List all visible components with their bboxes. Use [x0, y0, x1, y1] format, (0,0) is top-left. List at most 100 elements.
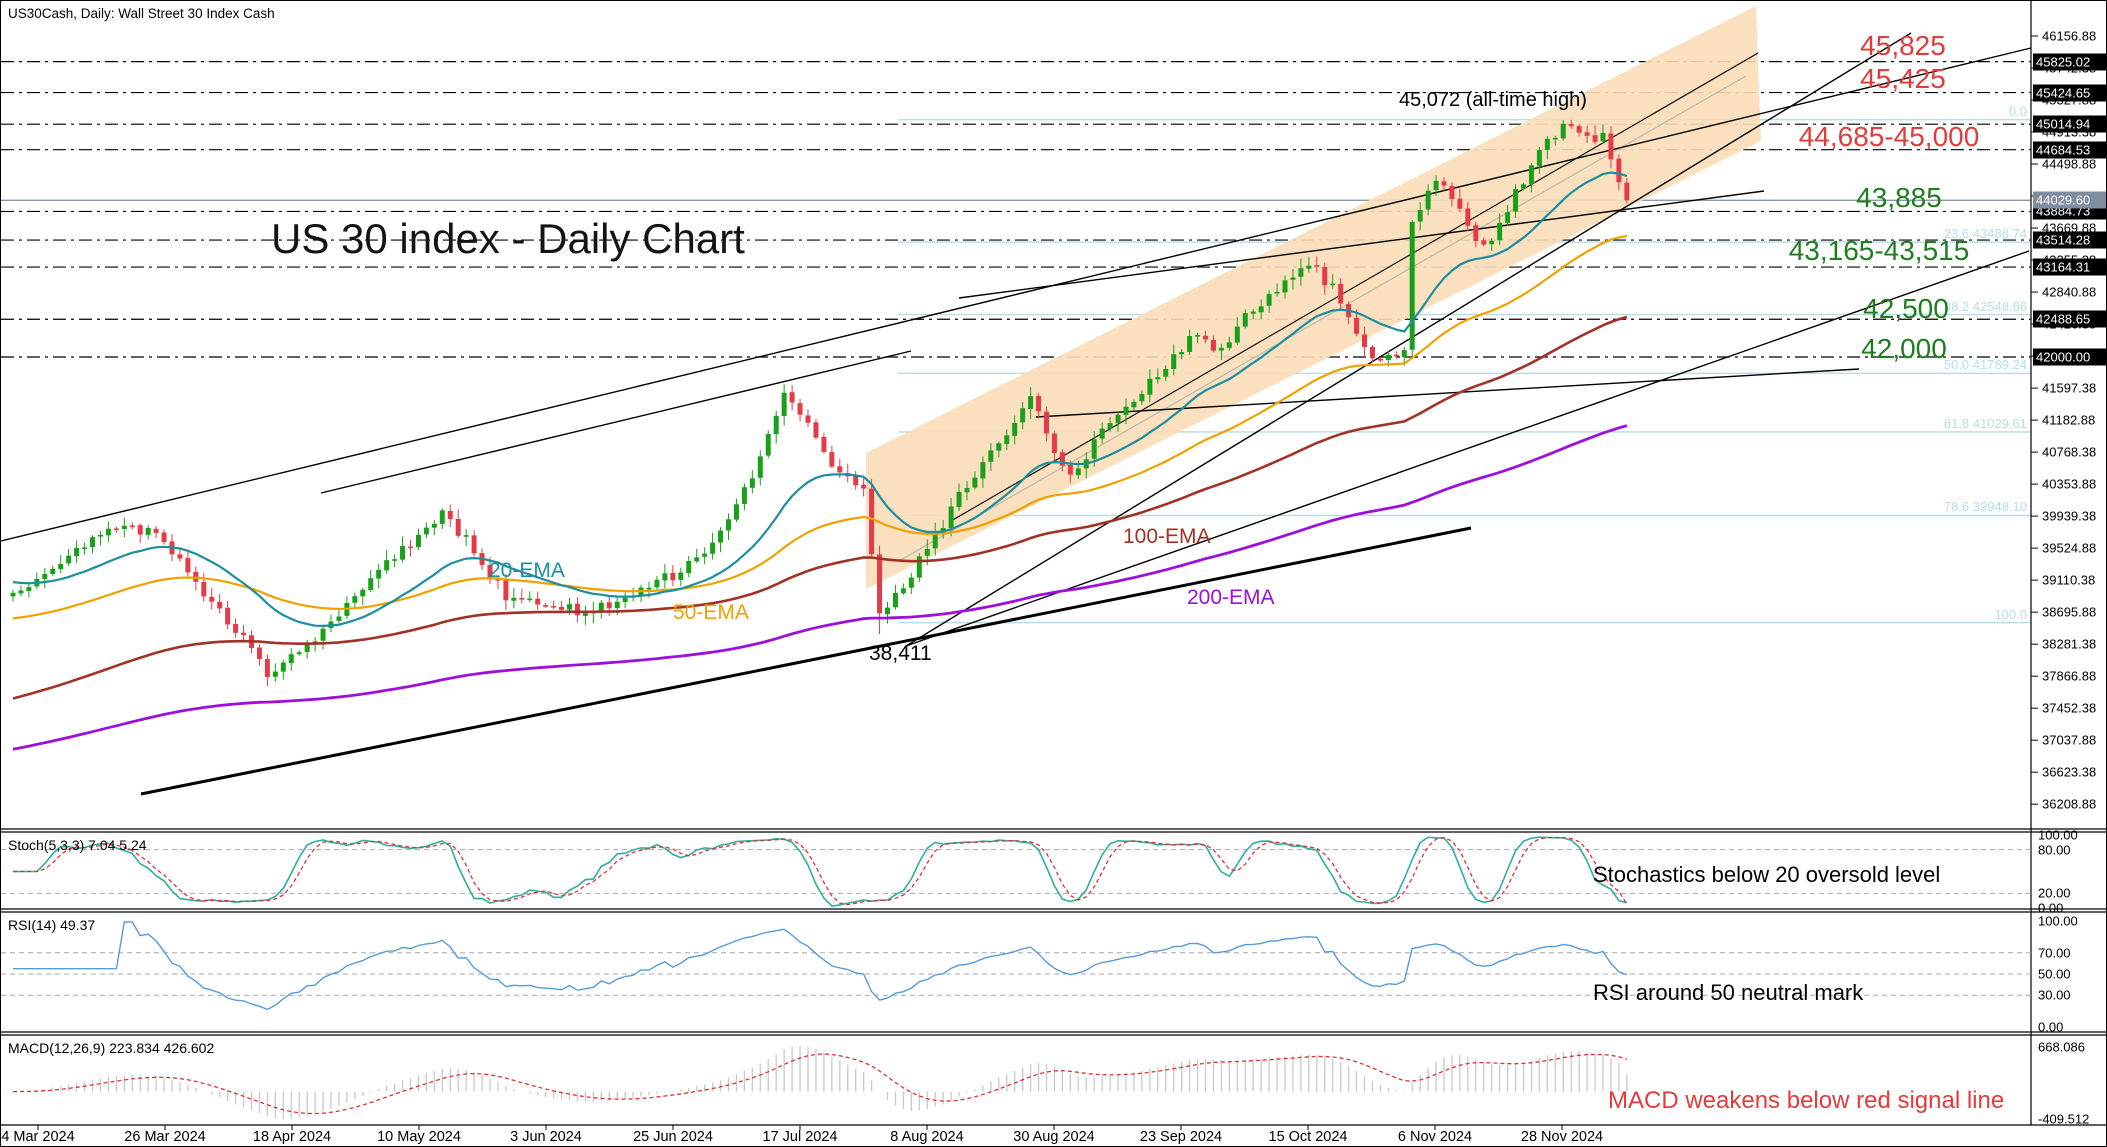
price-axis-tick: 41182.88 — [2042, 412, 2096, 428]
macd-panel-title: MACD(12,26,9) 223.834 426.602 — [8, 1040, 215, 1056]
channel-midline — [898, 75, 1747, 562]
price-axis-tick: 37452.38 — [2042, 700, 2097, 716]
price-note-45825: 45,825 — [1860, 30, 1946, 61]
trend-channel[interactable] — [866, 6, 1761, 589]
price-axis-tick: 44498.88 — [2042, 156, 2097, 172]
price-axis-tick: 39524.88 — [2042, 540, 2097, 556]
date-label-2[interactable]: 18 Apr 2024 — [252, 1129, 332, 1145]
ema-20-line[interactable] — [12, 171, 1628, 628]
rsi-axis-label: 30.00 — [2038, 987, 2071, 1003]
stoch-panel-title: Stoch(5,3,3) 7.04 5.24 — [8, 837, 147, 853]
date-label-12[interactable]: 28 Nov 2024 — [1520, 1129, 1604, 1145]
fib-label: 0.0 — [2008, 103, 2027, 119]
price-axis-tick: 37866.88 — [2042, 668, 2097, 684]
symbol-header: US30Cash, Daily: Wall Street 30 Index Ca… — [8, 6, 275, 21]
fib-label: 78.6 39948.10 — [1943, 499, 2027, 515]
level-price-label: 43164.31 — [2033, 258, 2106, 276]
date-label-0[interactable]: 4 Mar 2024 — [1, 1129, 75, 1145]
trendline-6[interactable] — [1035, 368, 1860, 418]
price-note-43165-43515: 43,165-43,515 — [1788, 235, 1970, 266]
stoch-k-line — [13, 836, 1628, 907]
stoch-axis-label: 0.00 — [2038, 900, 2064, 916]
level-price-label: 43514.28 — [2033, 231, 2106, 249]
rsi-axis-label: 0.00 — [2038, 1019, 2064, 1035]
price-axis-tick: 40768.38 — [2042, 444, 2097, 460]
date-label-8[interactable]: 30 Aug 2024 — [1013, 1129, 1095, 1145]
price-note-44685-45000: 44,685-45,000 — [1798, 121, 1980, 152]
price-axis-tick: 39110.38 — [2042, 572, 2096, 588]
price-axis-tick: 42840.88 — [2042, 284, 2097, 300]
level-price-label: 45014.94 — [2033, 115, 2106, 133]
date-label-7[interactable]: 8 Aug 2024 — [890, 1129, 964, 1145]
stoch-d-line — [13, 836, 1628, 906]
trendline-2[interactable] — [320, 350, 912, 494]
price-axis-tick: 39939.38 — [2042, 508, 2097, 524]
ema-50-line[interactable] — [12, 234, 1628, 620]
date-label-3[interactable]: 10 May 2024 — [377, 1129, 461, 1145]
level-price-label: 42000.00 — [2033, 348, 2106, 366]
price-axis-tick: 37037.88 — [2042, 732, 2097, 748]
date-label-11[interactable]: 6 Nov 2024 — [1397, 1129, 1473, 1145]
price-axis-tick: 40353.88 — [2042, 476, 2097, 492]
trendline-5[interactable] — [905, 250, 2030, 647]
macd-annotation: MACD weakens below red signal line — [1608, 1087, 2005, 1114]
level-price-label: 42488.65 — [2033, 310, 2106, 328]
ema-200-line[interactable] — [12, 424, 1628, 751]
ema-label-50-ema: 50-EMA — [673, 601, 749, 624]
level-price-label: 44684.53 — [2033, 141, 2106, 159]
macd-signal-line — [12, 1053, 1628, 1115]
ema-label-100-ema: 100-EMA — [1123, 525, 1211, 548]
rsi-axis-label: 50.00 — [2038, 966, 2071, 982]
date-label-4[interactable]: 3 Jun 2024 — [510, 1129, 582, 1145]
date-label-9[interactable]: 23 Sep 2024 — [1139, 1129, 1223, 1145]
macd-axis-top: 668.086 — [2038, 1039, 2085, 1055]
annotation-august-low: 38,411 — [869, 642, 932, 665]
fib-label: 61.8 41029.61 — [1943, 415, 2027, 431]
price-note-42500: 42,500 — [1863, 293, 1949, 324]
price-axis-tick: 41597.38 — [2042, 380, 2097, 396]
rsi-panel-title: RSI(14) 49.37 — [8, 917, 96, 933]
stoch-annotation: Stochastics below 20 oversold level — [1593, 862, 1941, 887]
rsi-axis-label: 100.00 — [2038, 913, 2078, 929]
level-price-label: 45424.65 — [2033, 84, 2106, 102]
ema-100-line[interactable] — [12, 315, 1628, 700]
rsi-line — [13, 921, 1628, 1011]
price-axis-tick: 38281.38 — [2042, 636, 2097, 652]
level-price-label: 45825.02 — [2033, 53, 2106, 71]
price-note-43885: 43,885 — [1856, 182, 1942, 213]
ema-label-200-ema: 200-EMA — [1187, 586, 1275, 609]
rsi-axis-label: 70.00 — [2038, 945, 2071, 961]
price-note-42000: 42,000 — [1861, 333, 1947, 364]
date-label-5[interactable]: 25 Jun 2024 — [633, 1129, 713, 1145]
stoch-axis-label: 100.00 — [2038, 827, 2078, 843]
current-price-label: 44029.60 — [2033, 191, 2106, 209]
price-axis-tick: 38695.88 — [2042, 604, 2097, 620]
stoch-axis-label: 80.00 — [2038, 842, 2071, 858]
date-label-1[interactable]: 26 Mar 2024 — [124, 1129, 206, 1145]
macd-axis-bottom: -409.512 — [2038, 1111, 2090, 1127]
fib-label: 100.0 — [1994, 606, 2027, 622]
trendline-3[interactable] — [958, 190, 1765, 299]
ema-label-20-ema: 20-EMA — [489, 559, 565, 582]
trendline-7[interactable] — [950, 52, 1759, 522]
date-label-10[interactable]: 15 Oct 2024 — [1268, 1129, 1348, 1145]
candlesticks — [10, 119, 1630, 687]
trendline-4[interactable] — [905, 32, 1912, 647]
trendline-0[interactable] — [140, 526, 1472, 796]
price-axis-tick: 36208.88 — [2042, 796, 2097, 812]
trendline-1[interactable] — [1, 47, 2032, 542]
price-axis-tick: 36623.38 — [2042, 764, 2097, 780]
date-label-6[interactable]: 17 Jul 2024 — [762, 1129, 838, 1145]
price-note-45425: 45,425 — [1860, 63, 1946, 94]
page-title: US 30 index - Daily Chart — [271, 215, 745, 262]
macd-histogram — [20, 1046, 1628, 1120]
rsi-annotation: RSI around 50 neutral mark — [1593, 980, 1864, 1005]
fib-label: 50.0 41789.24 — [1943, 357, 2027, 373]
annotation-all-time-high: 45,072 (all-time high) — [1399, 89, 1587, 111]
fib-label: 38.2 42548.86 — [1943, 298, 2027, 314]
stoch-axis-label: 20.00 — [2038, 885, 2071, 901]
fib-label: 23.6 43488.74 — [1943, 226, 2027, 242]
price-axis-tick: 46156.88 — [2042, 28, 2097, 44]
